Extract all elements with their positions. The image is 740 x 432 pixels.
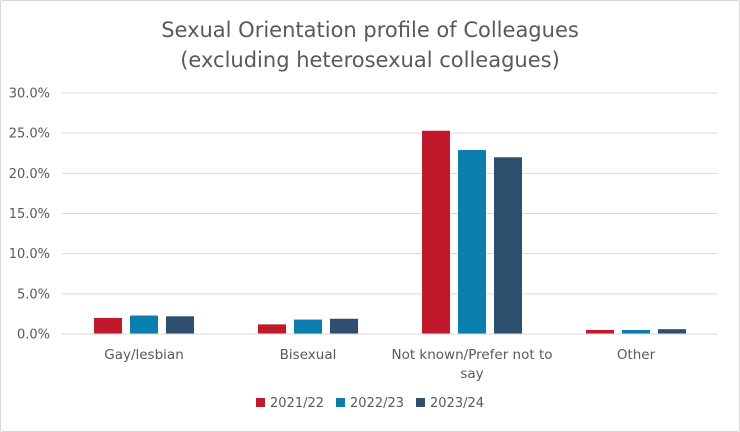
gridlines xyxy=(62,92,718,295)
y-tick-label: 20.0% xyxy=(9,167,50,182)
bar-2023-24-cat0 xyxy=(166,316,194,334)
y-axis-tick-labels: 0.0% 5.0% 10.0% 15.0% 20.0% 25.0% 30.0% xyxy=(9,87,50,343)
legend-swatch xyxy=(336,398,345,407)
bar-2021-22-cat2 xyxy=(422,130,450,334)
x-category-label: Bisexual xyxy=(280,347,337,363)
bar-2022-23-cat1 xyxy=(294,319,322,334)
bar-2022-23-cat0 xyxy=(130,315,158,334)
y-tick-label: 25.0% xyxy=(9,127,50,142)
y-tick-label: 30.0% xyxy=(9,87,50,102)
y-tick-label: 0.0% xyxy=(17,328,50,343)
y-tick-label: 5.0% xyxy=(17,287,50,302)
x-axis-category-labels: Gay/lesbian Bisexual Not known/Prefer not … xyxy=(104,347,655,382)
legend-swatch xyxy=(256,398,265,407)
x-category-label: say xyxy=(460,366,483,382)
bar-2022-23-cat3 xyxy=(622,329,650,334)
legend-swatch xyxy=(416,398,425,407)
x-category-label: Not known/Prefer not to xyxy=(391,347,552,363)
x-category-label: Other xyxy=(617,347,656,363)
chart-title-line-1: Sexual Orientation profile of Colleagues xyxy=(161,18,579,42)
bar-2021-22-cat1 xyxy=(258,324,286,334)
legend-label: 2022/23 xyxy=(350,396,404,411)
legend-label: 2023/24 xyxy=(430,396,484,411)
bars xyxy=(94,130,686,334)
bar-2021-22-cat3 xyxy=(586,329,614,334)
bar-2023-24-cat3 xyxy=(658,329,686,334)
legend: 2021/22 2022/23 2023/24 xyxy=(256,396,484,411)
y-tick-label: 15.0% xyxy=(9,207,50,222)
bar-2021-22-cat0 xyxy=(94,317,122,334)
chart-title-line-2: (excluding heterosexual colleagues) xyxy=(180,48,560,72)
x-category-label: Gay/lesbian xyxy=(104,347,184,363)
bar-2023-24-cat1 xyxy=(330,318,358,334)
y-tick-label: 10.0% xyxy=(9,247,50,262)
bar-2022-23-cat2 xyxy=(458,150,486,334)
legend-label: 2021/22 xyxy=(270,396,324,411)
bar-2023-24-cat2 xyxy=(494,157,522,334)
